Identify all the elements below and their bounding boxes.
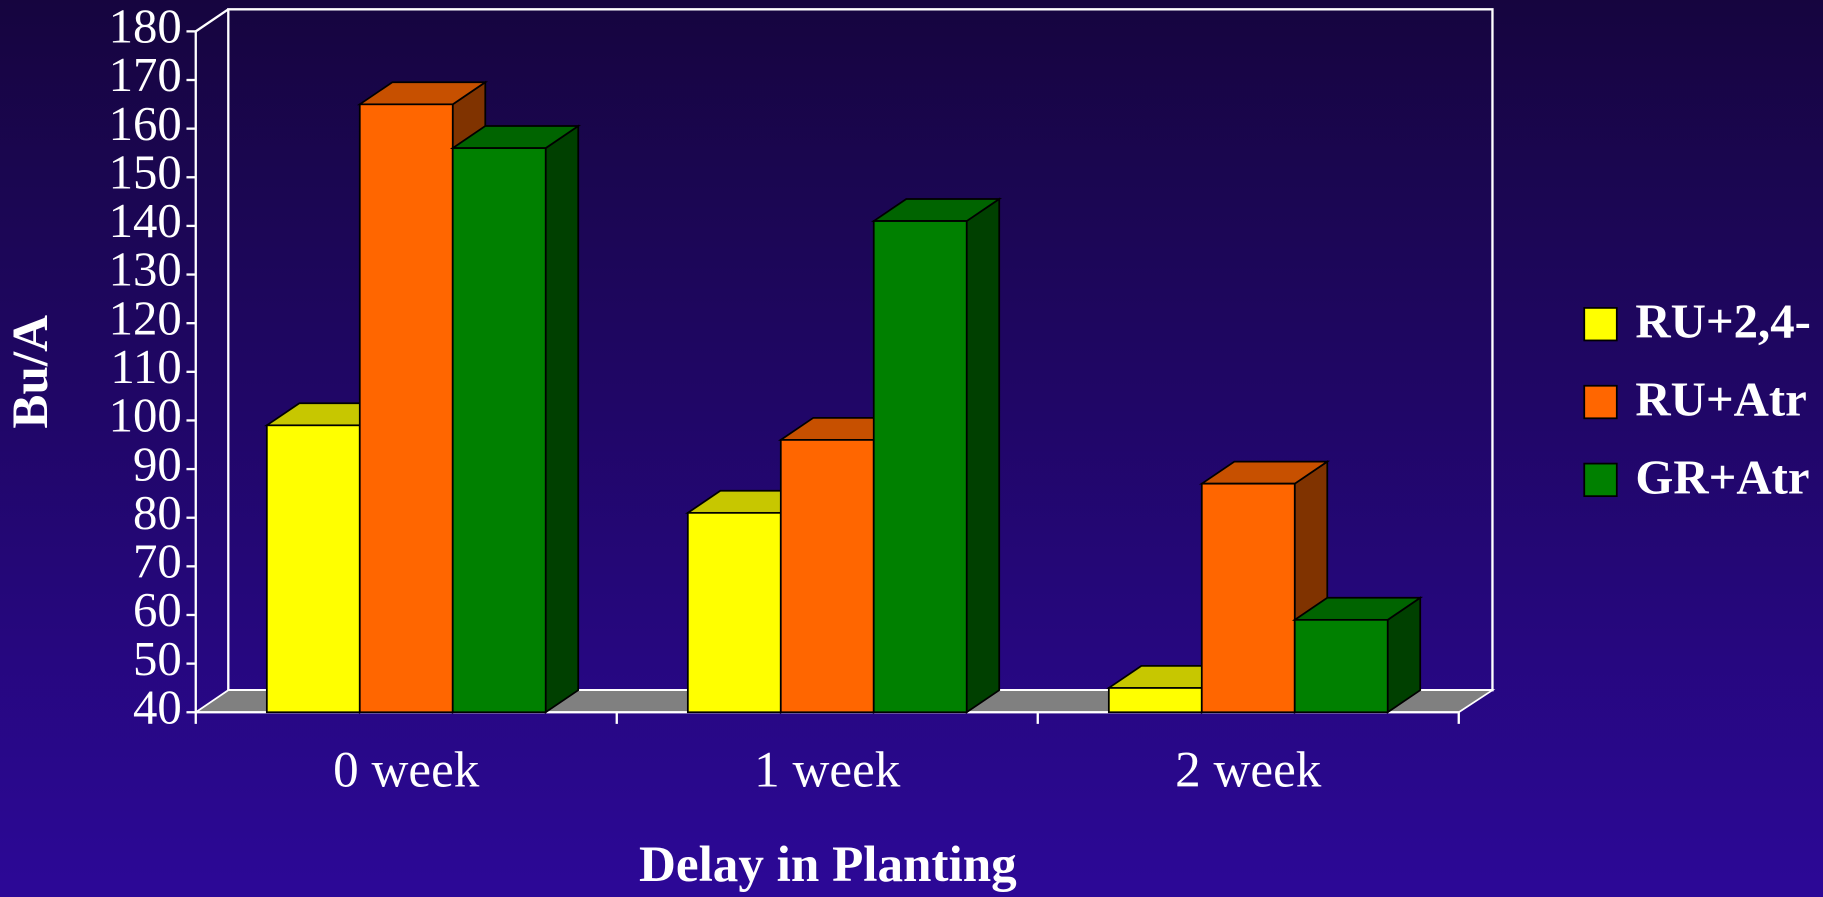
bar — [1200, 482, 1296, 714]
legend-swatch — [1583, 307, 1618, 342]
y-tick-label: 100 — [109, 389, 182, 443]
legend-label: RU+2,4- — [1635, 295, 1811, 349]
y-axis-label: Bu/A — [2, 315, 59, 429]
y-tick-label: 160 — [109, 97, 182, 151]
bar — [686, 511, 782, 714]
bar — [451, 147, 547, 714]
y-axis-depth — [195, 8, 229, 33]
legend-swatch — [1583, 384, 1618, 420]
legend-label: GR+Atr — [1635, 450, 1809, 504]
bar — [1293, 618, 1389, 714]
x-tick-label: 0 week — [333, 742, 480, 799]
y-tick-label: 120 — [109, 291, 182, 345]
y-tick-label: 70 — [133, 535, 182, 589]
x-axis-label: Delay in Planting — [639, 836, 1017, 893]
y-tick-label: 60 — [133, 583, 182, 637]
bar — [358, 103, 454, 714]
bar — [872, 220, 968, 714]
y-tick-label: 180 — [109, 0, 182, 54]
y-tick-label: 40 — [133, 680, 182, 734]
y-tick-label: 150 — [109, 145, 182, 199]
x-tick-label: 1 week — [754, 742, 901, 799]
y-tick-label: 80 — [133, 486, 182, 540]
bar-side — [965, 197, 1001, 714]
legend-label: RU+Atr — [1635, 373, 1806, 427]
y-tick-label: 140 — [109, 194, 182, 248]
y-tick-label: 170 — [109, 48, 182, 102]
y-tick-label: 130 — [109, 243, 182, 297]
x-tick-label: 2 week — [1175, 742, 1322, 799]
y-tick-label: 50 — [133, 632, 182, 686]
y-tick-label: 90 — [133, 437, 182, 491]
bar-side — [544, 124, 580, 714]
bar — [779, 439, 875, 714]
y-tick-label: 110 — [110, 340, 181, 394]
bar — [265, 424, 361, 714]
legend-swatch — [1583, 462, 1618, 498]
bar — [1107, 687, 1203, 714]
